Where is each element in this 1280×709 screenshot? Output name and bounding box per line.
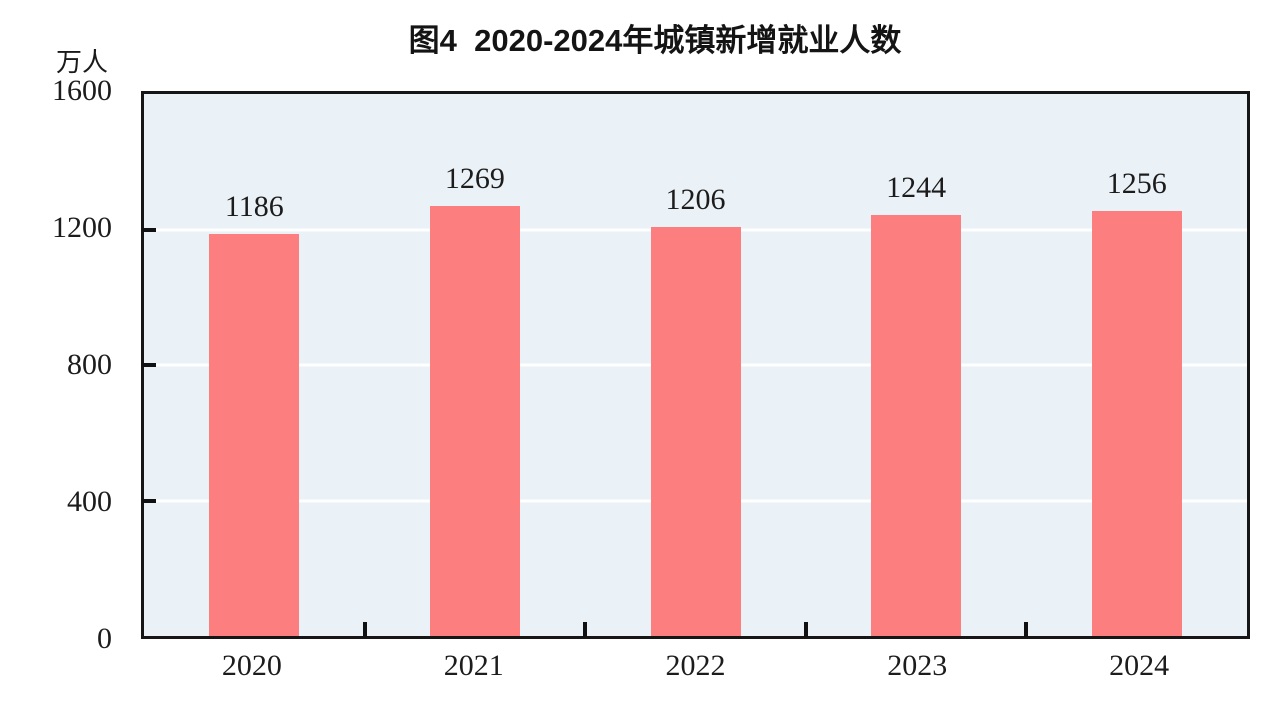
bar-value-label: 1244	[886, 170, 947, 204]
x-axis-tick-label: 2023	[887, 649, 948, 682]
y-axis-tick-label: 400	[67, 485, 112, 518]
plot-area: 1186 1269 1206 1244 1256	[141, 91, 1250, 639]
x-axis-tick-label: 2020	[221, 649, 282, 682]
x-axis-tick-labels: 2020 2021 2022 2023 2024	[141, 649, 1250, 682]
y-axis-tick-label: 1600	[52, 74, 112, 107]
x-axis-tick	[583, 622, 588, 637]
x-axis-tick	[1024, 622, 1029, 637]
y-axis-tick-label: 0	[97, 622, 112, 655]
y-axis-tick-label: 800	[67, 348, 112, 381]
y-axis-tick	[142, 498, 156, 503]
bar-2022	[650, 227, 741, 636]
y-axis-tick	[142, 363, 156, 367]
x-axis-tick-label: 2022	[665, 649, 726, 682]
bar-2020	[209, 234, 300, 636]
y-axis-tick-label: 1200	[52, 211, 112, 244]
y-axis-tick	[142, 227, 156, 232]
bar-2024	[1091, 210, 1182, 636]
y-axis-unit-label: 万人	[56, 48, 109, 77]
chart-title: 图4 2020-2024年城镇新增就业人数	[408, 23, 902, 58]
bar-value-label: 1206	[665, 183, 726, 217]
bar-value-label: 1256	[1106, 166, 1167, 200]
bar-value-label: 1186	[224, 190, 284, 224]
x-axis-tick	[803, 622, 808, 637]
bar-2023	[871, 214, 962, 636]
x-axis-tick	[362, 622, 367, 637]
x-axis-tick-label: 2021	[443, 649, 504, 682]
bar-2021	[429, 206, 520, 636]
x-axis-tick-label: 2024	[1109, 649, 1170, 682]
bar-value-label: 1269	[444, 162, 505, 196]
y-axis-tick-labels: 0 400 800 1200 1600	[10, 76, 112, 654]
